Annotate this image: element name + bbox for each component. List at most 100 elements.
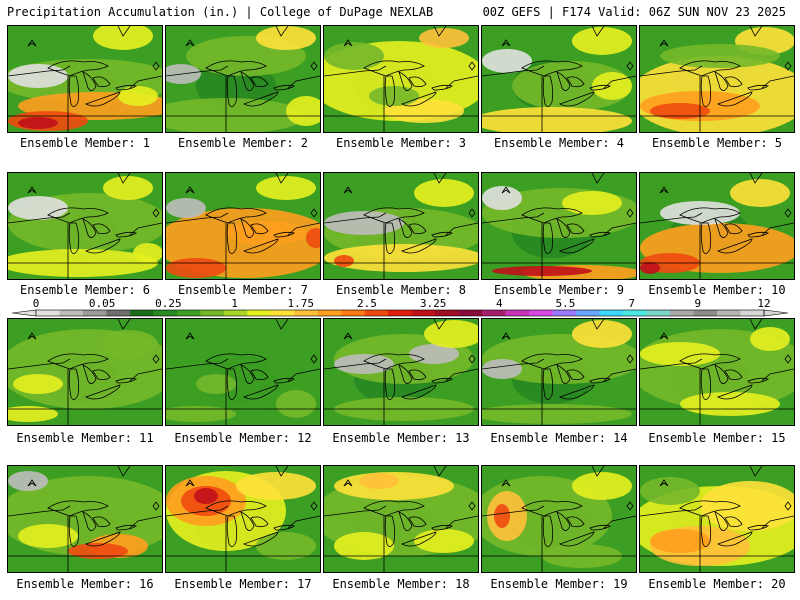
member-map-panel (165, 318, 321, 426)
precip-map (166, 173, 320, 279)
colorbar-swatch (529, 310, 553, 316)
map-outline (482, 173, 636, 279)
precip-shade (18, 524, 78, 548)
colorbar-swatch (270, 310, 295, 316)
colorbar-tick-label: 5.5 (556, 297, 576, 310)
colorbar-frame (35, 309, 765, 317)
colorbar-swatch (717, 310, 741, 316)
precip-shade (133, 243, 162, 263)
map-outline (324, 173, 478, 279)
precip-map (166, 26, 320, 132)
precip-shade (256, 26, 316, 50)
colorbar-swatch (317, 310, 342, 316)
member-label: Ensemble Member: 6 (19, 283, 151, 297)
member-label: Ensemble Member: 11 (16, 431, 154, 445)
colorbar-swatch (129, 310, 154, 316)
map-outline (8, 26, 162, 132)
precip-map (166, 319, 320, 425)
colorbar-swatch (458, 310, 483, 316)
member-label: Ensemble Member: 17 (174, 577, 312, 591)
member-label: Ensemble Member: 16 (16, 577, 154, 591)
colorbar-swatch (552, 310, 577, 316)
precip-shade (236, 472, 316, 500)
member-map-panel (481, 172, 637, 280)
precip-map (482, 26, 636, 132)
precip-shade (359, 473, 399, 489)
member-map-panel (481, 465, 637, 573)
precip-map (8, 26, 162, 132)
colorbar-swatch (294, 310, 319, 316)
map-outline (166, 466, 320, 572)
precip-map (166, 466, 320, 572)
map-outline (166, 26, 320, 132)
precip-shade (93, 26, 153, 50)
precip-shade (166, 98, 306, 132)
precip-map (640, 173, 794, 279)
colorbar-swatch (59, 310, 84, 316)
precip-shade (8, 471, 48, 491)
precip-map (324, 466, 478, 572)
precip-shade (334, 532, 394, 560)
member-label: Ensemble Member: 3 (335, 136, 467, 150)
precip-shade (424, 320, 478, 348)
colorbar-swatch (599, 310, 624, 316)
map-outline (640, 466, 794, 572)
precip-shade (640, 262, 660, 274)
colorbar-swatch (176, 310, 201, 316)
colorbar-tick-label: 0 (33, 297, 40, 310)
map-outline (482, 319, 636, 425)
precip-shade (13, 374, 63, 394)
precip-shade (334, 255, 354, 267)
colorbar-swatch (623, 310, 647, 316)
colorbar-swatch (646, 310, 671, 316)
colorbar-swatch (388, 310, 413, 316)
precip-shade (409, 344, 459, 364)
precip-shade (226, 221, 306, 245)
map-outline (482, 466, 636, 572)
member-label: Ensemble Member: 1 (19, 136, 151, 150)
colorbar-swatch (247, 310, 272, 316)
map-outline (482, 26, 636, 132)
precip-shade (166, 258, 226, 278)
member-map-panel (639, 25, 795, 133)
map-outline (640, 319, 794, 425)
colorbar-swatch (740, 310, 765, 316)
colorbar-swatch (435, 310, 460, 316)
colorbar-swatch (411, 310, 436, 316)
member-label: Ensemble Member: 12 (174, 431, 312, 445)
precip-shade (660, 201, 740, 225)
precip-shade (8, 196, 68, 220)
color-scale-legend: 0 0.05 0.25 1 1.75 2.5 3.25 4 5.5 7 9 12 (11, 297, 789, 317)
map-title: Precipitation Accumulation (in.) | Colle… (7, 5, 434, 19)
precip-shade (98, 330, 158, 358)
colorbar-swatch (693, 310, 718, 316)
map-outline (640, 173, 794, 279)
precip-shade (256, 176, 316, 200)
member-map-panel (323, 172, 479, 280)
precip-shade (414, 179, 474, 207)
member-label: Ensemble Member: 5 (651, 136, 783, 150)
colorbar-tick-label: 2.5 (357, 297, 377, 310)
precip-shade (419, 28, 469, 48)
valid-time-label: 00Z GEFS | F174 Valid: 06Z SUN NOV 23 20… (482, 5, 786, 19)
precip-shade (650, 103, 710, 119)
map-outline (8, 319, 162, 425)
member-map-panel (323, 465, 479, 573)
precip-shade (414, 529, 474, 553)
member-label: Ensemble Member: 14 (490, 431, 628, 445)
map-outline (324, 466, 478, 572)
colorbar-tick-label: 4 (496, 297, 503, 310)
member-label: Ensemble Member: 8 (335, 283, 467, 297)
colorbar-tick-label: 0.25 (155, 297, 182, 310)
precip-shade (166, 198, 206, 218)
precip-shade (482, 186, 522, 210)
precip-map (640, 466, 794, 572)
precip-shade (166, 406, 236, 422)
colorbar-swatch (82, 310, 107, 316)
member-map-panel (639, 318, 795, 426)
member-label: Ensemble Member: 19 (490, 577, 628, 591)
member-map-panel (7, 318, 163, 426)
member-label: Ensemble Member: 20 (648, 577, 786, 591)
colorbar-tick-label: 1 (231, 297, 238, 310)
precip-map (8, 319, 162, 425)
